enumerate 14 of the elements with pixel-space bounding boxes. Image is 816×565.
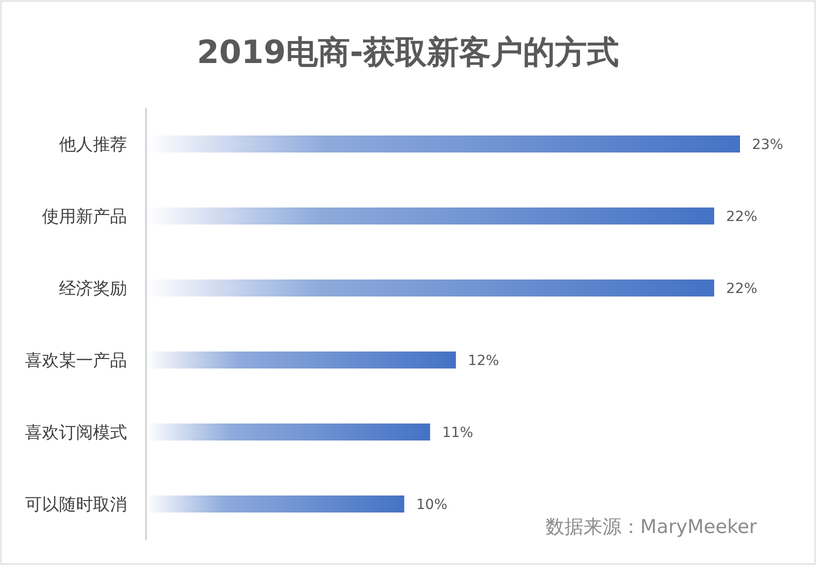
data-label: 22% <box>726 281 758 297</box>
y-tick-label: 可以随时取消 <box>25 495 127 515</box>
data-label: 22% <box>726 209 758 225</box>
y-tick-label: 经济奖励 <box>59 279 127 299</box>
data-label: 12% <box>468 353 500 369</box>
data-label: 10% <box>416 497 448 513</box>
data-label: 11% <box>442 425 474 441</box>
y-tick-label: 喜欢某一产品 <box>25 351 127 371</box>
data-label: 23% <box>752 137 784 153</box>
annotation: 数据来源：MaryMeeker <box>545 516 758 538</box>
y-tick-label: 使用新产品 <box>42 207 127 227</box>
y-tick-label: 喜欢订阅模式 <box>25 423 127 443</box>
y-tick-label: 他人推荐 <box>59 135 127 155</box>
chart-title: 2019电商-获取新客户的方式 <box>196 33 620 71</box>
